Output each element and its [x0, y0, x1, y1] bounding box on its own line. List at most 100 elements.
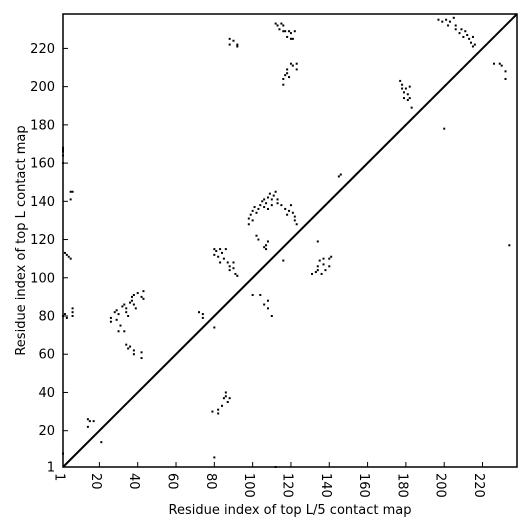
contact-point [261, 200, 264, 203]
x-axis-label: Residue index of top L/5 contact map [169, 503, 412, 518]
contact-point [119, 324, 122, 327]
contact-point [259, 204, 262, 207]
contact-point [282, 259, 285, 262]
contact-point [316, 269, 319, 272]
contact-point [247, 217, 250, 220]
contact-point [443, 127, 446, 130]
contact-point [493, 62, 496, 65]
contact-point [132, 353, 135, 356]
contact-point [213, 248, 216, 251]
contact-point [100, 441, 103, 444]
contact-point [471, 35, 474, 38]
contact-point [282, 83, 285, 86]
contact-point [228, 269, 231, 272]
y-tick-label: 120 [30, 233, 55, 248]
y-tick-label: 80 [38, 310, 55, 325]
contact-point [445, 18, 448, 21]
contact-point [504, 70, 507, 73]
contact-point [201, 313, 204, 316]
x-tick-label: 60 [165, 473, 180, 490]
contact-point [328, 265, 331, 268]
contact-point [117, 313, 120, 316]
contact-point [65, 253, 68, 256]
contact-point [289, 62, 292, 65]
contact-point [293, 30, 296, 33]
contact-point [441, 20, 444, 23]
contact-point [224, 248, 227, 251]
contact-point [466, 34, 469, 37]
contact-point [266, 196, 269, 199]
x-tick-label: 220 [471, 473, 486, 498]
contact-point [224, 391, 227, 394]
contact-point [213, 326, 216, 329]
contact-point [498, 62, 501, 65]
contact-point [322, 263, 325, 266]
contact-point [129, 301, 132, 304]
contact-point [471, 45, 474, 48]
contact-point [222, 257, 225, 260]
contact-point [293, 219, 296, 222]
contact-point [276, 202, 279, 205]
contact-point [215, 250, 218, 253]
contact-point [130, 299, 133, 302]
x-tick-label: 40 [126, 473, 141, 490]
contact-point [274, 190, 277, 193]
contact-point [286, 213, 289, 216]
contact-point [265, 248, 268, 251]
x-axis-ticks: 1 20 40 60 80 100 120 140 160 180 200 220 [52, 462, 486, 498]
contact-point [115, 309, 118, 312]
contact-point [464, 30, 467, 33]
contact-point [236, 274, 239, 277]
contact-point [140, 357, 143, 360]
contact-point [263, 206, 266, 209]
contact-point [399, 79, 402, 82]
plot-marks [62, 16, 511, 468]
contact-point [460, 28, 463, 31]
contact-point [255, 211, 258, 214]
contact-point [337, 175, 340, 178]
contact-point [284, 74, 287, 77]
contact-point [86, 425, 89, 428]
contact-point [228, 43, 231, 46]
contact-point [117, 330, 120, 333]
contact-point [257, 207, 260, 210]
contact-point [132, 349, 135, 352]
contact-point [236, 45, 239, 48]
contact-point [113, 311, 116, 314]
y-tick-label: 180 [30, 118, 55, 133]
contact-point [142, 290, 145, 293]
contact-point [500, 64, 503, 67]
x-tick-label: 140 [318, 473, 333, 498]
contact-point [257, 238, 260, 241]
contact-point [127, 315, 130, 317]
x-tick-label: 100 [241, 473, 256, 498]
contact-point [402, 91, 405, 94]
contact-point [291, 64, 294, 67]
contact-point [286, 35, 289, 38]
contact-point [249, 213, 252, 216]
contact-point [448, 20, 451, 23]
contact-point [109, 320, 112, 323]
contact-point [219, 248, 222, 251]
contact-point [295, 223, 298, 226]
contact-point [328, 257, 331, 260]
contact-point [274, 22, 277, 25]
x-tick-label: 20 [88, 473, 103, 490]
contact-point [71, 307, 74, 310]
contact-point [127, 347, 130, 350]
x-tick-label: 120 [279, 473, 294, 498]
y-tick-label: 60 [38, 348, 55, 363]
contact-point [217, 255, 220, 258]
contact-point [132, 293, 135, 296]
contact-point [284, 30, 287, 33]
y-tick-label: 1 [47, 461, 55, 476]
contact-point [266, 299, 269, 302]
contact-point [447, 24, 450, 27]
contact-point [69, 190, 72, 193]
contact-point [404, 87, 407, 90]
contact-point [63, 251, 66, 254]
contact-point [265, 244, 268, 247]
contact-point [71, 190, 74, 193]
contact-point [295, 68, 298, 71]
